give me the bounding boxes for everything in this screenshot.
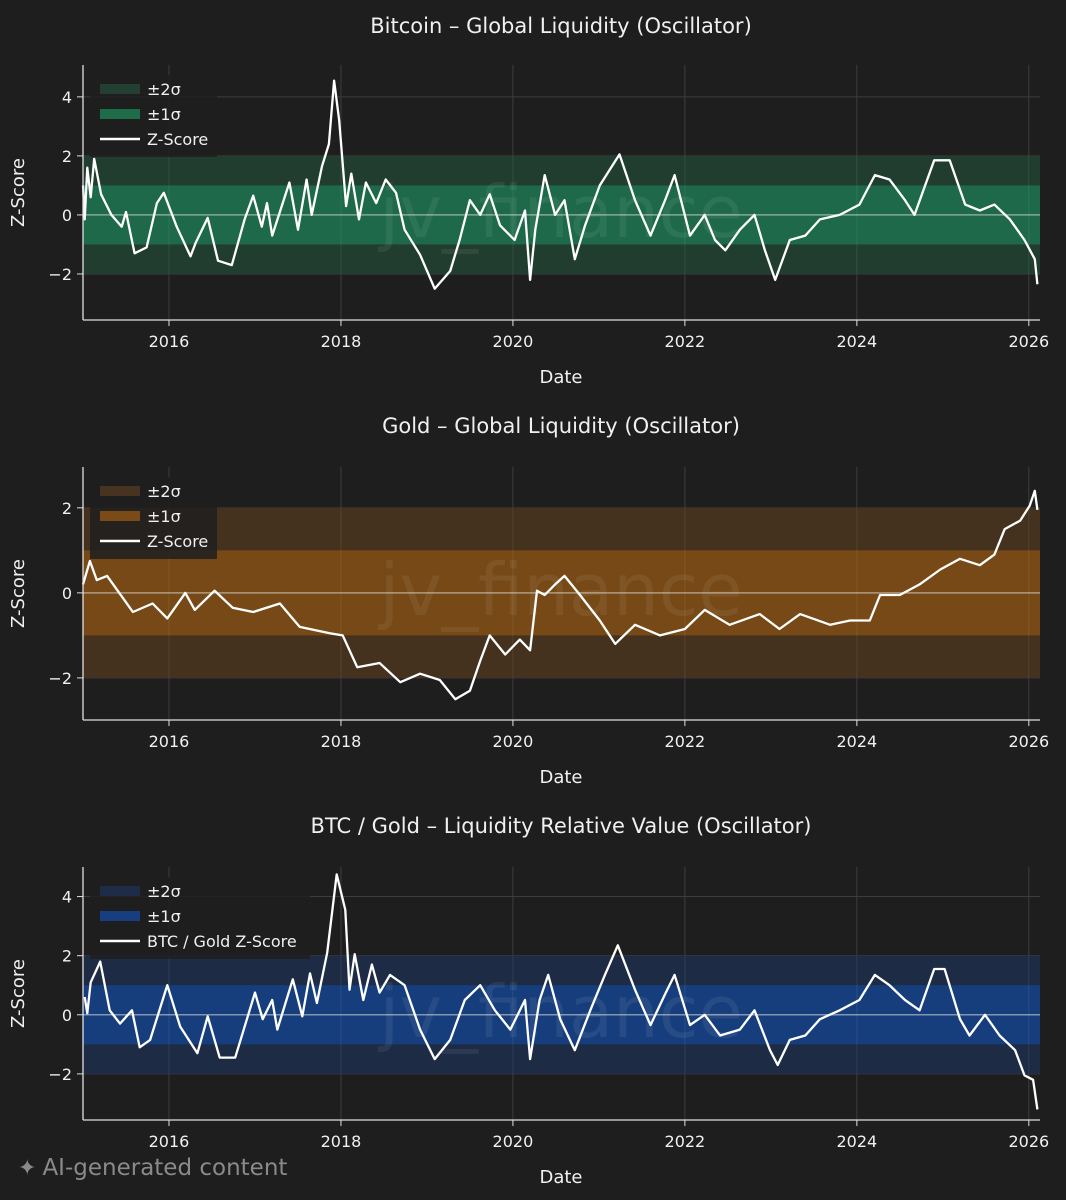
x-tick-label: 2026	[1008, 732, 1049, 751]
watermark: jv_finance	[377, 548, 742, 632]
x-tick-label: 2026	[1008, 332, 1049, 351]
legend-label: Z-Score	[147, 130, 208, 149]
x-tick-label: 2026	[1008, 1132, 1049, 1151]
legend: ±2σ ±1σ Z-Score	[90, 75, 217, 157]
legend-swatch-1-sigma	[100, 109, 140, 119]
x-tick-label: 2016	[149, 1132, 190, 1151]
chart-2: Gold – Global Liquidity (Oscillator) jv_f…	[8, 414, 1049, 788]
y-axis-label: Z-Score	[8, 158, 29, 227]
y-tick-label: 0	[62, 1006, 72, 1025]
chart-title: Bitcoin – Global Liquidity (Oscillator)	[370, 14, 752, 38]
x-tick-label: 2024	[836, 332, 877, 351]
x-tick-label: 2020	[493, 732, 534, 751]
x-tick-label: 2022	[665, 1132, 706, 1151]
x-axis-label: Date	[539, 767, 582, 788]
series-line-z-score	[81, 489, 1039, 701]
sparkle-icon: ✦	[18, 1155, 37, 1181]
chart-title: BTC / Gold – Liquidity Relative Value (O…	[311, 814, 812, 838]
legend-swatch-2-sigma	[100, 886, 140, 896]
y-tick-label: 0	[62, 584, 72, 603]
x-axis-label: Date	[539, 367, 582, 388]
y-tick-label: −2	[48, 1065, 72, 1084]
x-tick-label: 2018	[321, 332, 362, 351]
legend-swatch-2-sigma	[100, 84, 140, 94]
x-tick-label: 2024	[836, 732, 877, 751]
y-tick-label: 4	[62, 88, 72, 107]
legend-label: ±1σ	[147, 507, 181, 526]
x-tick-label: 2018	[321, 732, 362, 751]
legend-label: ±2σ	[147, 482, 181, 501]
y-tick-label: 2	[62, 947, 72, 966]
ai-generated-footer: ✦ AI-generated content	[18, 1155, 287, 1181]
footer-label: AI-generated content	[42, 1155, 288, 1181]
legend-label: ±1σ	[147, 907, 181, 926]
x-tick-label: 2018	[321, 1132, 362, 1151]
x-axis-label: Date	[539, 1167, 582, 1188]
y-tick-label: −2	[48, 669, 72, 688]
chart-3: BTC / Gold – Liquidity Relative Value (O…	[8, 814, 1049, 1188]
y-axis-label: Z-Score	[8, 959, 29, 1028]
series-line-z-score	[81, 79, 1039, 290]
series-line-btc-gold-z-score	[83, 873, 1039, 1110]
chart-1: Bitcoin – Global Liquidity (Oscillator) j…	[8, 14, 1049, 388]
legend-label: ±2σ	[147, 80, 181, 99]
legend-label: BTC / Gold Z-Score	[147, 932, 297, 951]
x-tick-label: 2022	[665, 732, 706, 751]
legend-swatch-1-sigma	[100, 911, 140, 921]
x-tick-label: 2022	[665, 332, 706, 351]
legend-label: ±2σ	[147, 882, 181, 901]
legend: ±2σ ±1σ BTC / Gold Z-Score	[90, 877, 310, 959]
y-axis-label: Z-Score	[8, 559, 29, 628]
legend-swatch-1-sigma	[100, 511, 140, 521]
x-tick-label: 2020	[493, 1132, 534, 1151]
x-tick-label: 2016	[149, 332, 190, 351]
legend: ±2σ ±1σ Z-Score	[90, 477, 217, 559]
y-tick-label: 2	[62, 499, 72, 518]
watermark: jv_finance	[377, 970, 742, 1054]
watermark: jv_finance	[377, 170, 742, 254]
y-tick-label: 0	[62, 206, 72, 225]
x-tick-label: 2016	[149, 732, 190, 751]
y-tick-label: 2	[62, 147, 72, 166]
legend-swatch-2-sigma	[100, 486, 140, 496]
legend-label: ±1σ	[147, 105, 181, 124]
y-tick-label: 4	[62, 888, 72, 907]
y-tick-label: −2	[48, 265, 72, 284]
x-tick-label: 2020	[493, 332, 534, 351]
x-tick-label: 2024	[836, 1132, 877, 1151]
legend-label: Z-Score	[147, 532, 208, 551]
chart-title: Gold – Global Liquidity (Oscillator)	[382, 414, 740, 438]
